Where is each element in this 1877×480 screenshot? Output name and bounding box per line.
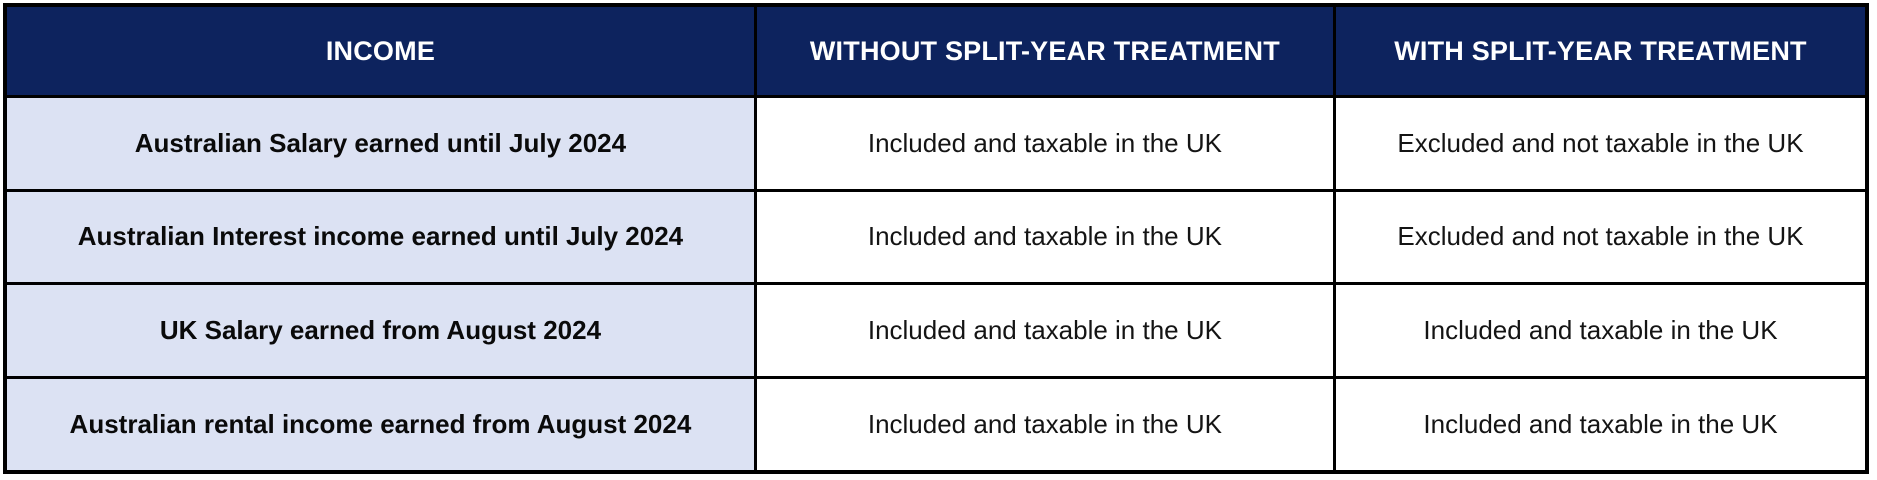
- income-cell: Australian Interest income earned until …: [3, 188, 757, 286]
- income-cell: UK Salary earned from August 2024: [3, 282, 757, 379]
- with-split-cell: Excluded and not taxable in the UK: [1332, 188, 1869, 286]
- header-cell-with-split: WITH SPLIT-YEAR TREATMENT: [1332, 3, 1869, 98]
- split-year-treatment-table: INCOME WITHOUT SPLIT-YEAR TREATMENT WITH…: [3, 3, 1869, 474]
- with-split-cell: Included and taxable in the UK: [1332, 375, 1869, 474]
- with-split-cell: Excluded and not taxable in the UK: [1332, 95, 1869, 192]
- table-row: Australian Interest income earned until …: [3, 188, 1869, 286]
- table-row: UK Salary earned from August 2024 Includ…: [3, 282, 1869, 379]
- without-split-cell: Included and taxable in the UK: [753, 95, 1336, 192]
- with-split-cell: Included and taxable in the UK: [1332, 282, 1869, 379]
- without-split-cell: Included and taxable in the UK: [753, 375, 1336, 474]
- without-split-cell: Included and taxable in the UK: [753, 188, 1336, 286]
- header-cell-without-split: WITHOUT SPLIT-YEAR TREATMENT: [753, 3, 1336, 98]
- income-cell: Australian Salary earned until July 2024: [3, 95, 757, 192]
- table-row: Australian Salary earned until July 2024…: [3, 95, 1869, 192]
- header-cell-income: INCOME: [3, 3, 757, 98]
- header-row: INCOME WITHOUT SPLIT-YEAR TREATMENT WITH…: [3, 3, 1869, 98]
- without-split-cell: Included and taxable in the UK: [753, 282, 1336, 379]
- table-frame: INCOME WITHOUT SPLIT-YEAR TREATMENT WITH…: [3, 3, 1869, 474]
- income-cell: Australian rental income earned from Aug…: [3, 375, 757, 474]
- table-row: Australian rental income earned from Aug…: [3, 375, 1869, 474]
